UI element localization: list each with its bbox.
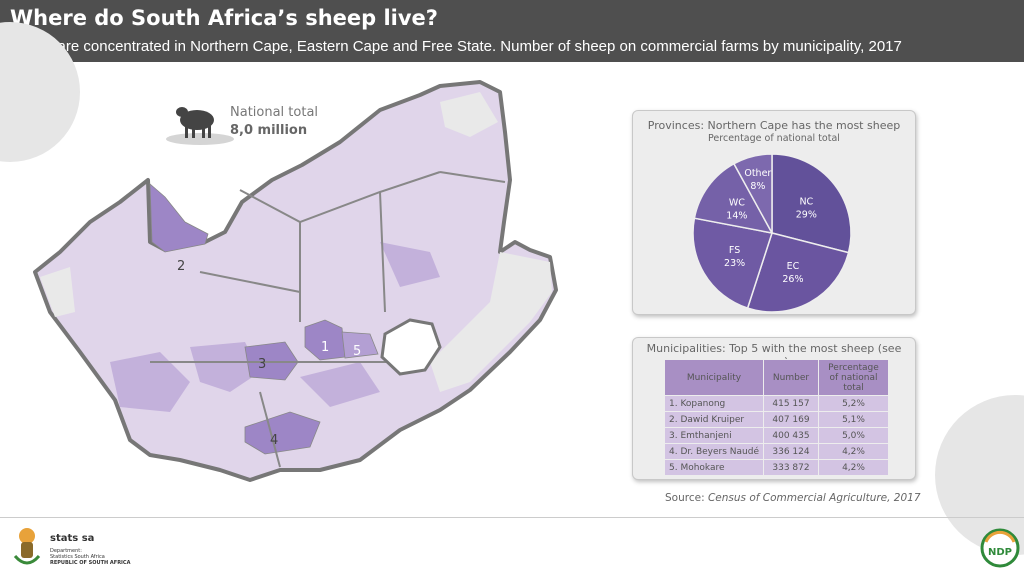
pie-slice-other (732, 153, 773, 234)
pie-label: FS (729, 245, 740, 256)
municipality-4 (244, 411, 321, 455)
table-cell: 5,2% (818, 395, 889, 412)
table-cell: 407 169 (763, 411, 819, 428)
pie-subtitle: Percentage of national total (708, 133, 840, 144)
table-cell: 2. Dawid Kruiper (664, 411, 764, 428)
municipalities-table-panel: Municipalities: Top 5 with the most shee… (632, 337, 916, 480)
table-cell: 5,0% (818, 427, 889, 444)
table-row: 2. Dawid Kruiper 407 169 5,1% (664, 411, 889, 428)
national-total-value: 8,0 million (230, 123, 308, 138)
map-label-3: 3 (258, 357, 266, 372)
table-cell: 4,2% (818, 459, 889, 476)
page-subtitle: Sheep are concentrated in Northern Cape,… (10, 38, 902, 55)
ndp-logo: NDP (980, 528, 1020, 568)
table-cell: 333 872 (763, 459, 819, 476)
pie-label: NC (799, 196, 813, 207)
map-label-4: 4 (270, 433, 278, 448)
pie-value: 23% (724, 258, 745, 269)
table-cell: 5. Mohokare (664, 459, 764, 476)
pie-value: 14% (726, 210, 747, 221)
pie-slice-fs (692, 217, 773, 310)
decorative-circle (935, 395, 1024, 555)
map-label-2: 2 (177, 259, 185, 274)
sheep-icon (176, 107, 214, 138)
header: Where do South Africa’s sheep live? Shee… (0, 0, 1024, 62)
table-row: 1. Kopanong 415 157 5,2% (664, 395, 889, 412)
source-title: Census of Commercial Agriculture, 2017 (707, 492, 921, 504)
department-text: Department: Statistics South Africa REPUBL… (50, 548, 131, 566)
table-cell: 3. Emthanjeni (664, 427, 764, 444)
table-cell: 5,1% (818, 411, 889, 428)
pie-slice-wc (693, 162, 774, 235)
source-note: Source: Census of Commercial Agriculture… (665, 492, 921, 504)
pie-label: Other (744, 168, 771, 179)
column-header: Number (763, 359, 819, 396)
national-total-label: National total (230, 105, 319, 120)
table-row: 3. Emthanjeni 400 435 5,0% (664, 427, 889, 444)
pie-label: EC (787, 261, 800, 272)
table-cell: 400 435 (763, 427, 819, 444)
municipality-2 (149, 183, 209, 253)
table-cell: 336 124 (763, 443, 819, 460)
ndp-text: NDP (988, 547, 1012, 558)
pie-chart: NC 29% EC 26% FS 23% WC 14% Other 8% (692, 153, 852, 313)
source-prefix: Source: (665, 492, 708, 504)
table-cell: 4. Dr. Beyers Naudé (664, 443, 764, 460)
table-cell: 4,2% (818, 443, 889, 460)
table-cell: 415 157 (763, 395, 819, 412)
column-header: Percentage of national total (818, 359, 889, 396)
stats-sa-logo: stats sa (50, 533, 95, 544)
pie-value: 29% (796, 209, 817, 220)
pie-value: 26% (782, 274, 803, 285)
coat-of-arms-logo (13, 528, 41, 565)
table-row: 4. Dr. Beyers Naudé 336 124 4,2% (664, 443, 889, 460)
provinces-pie-panel: Provinces: Northern Cape has the most sh… (632, 110, 916, 315)
south-africa-map: 2 1 5 3 4 (33, 80, 558, 482)
pie-value: 8% (750, 181, 765, 192)
footer-divider (0, 517, 1024, 518)
pie-title: Provinces: Northern Cape has the most sh… (647, 119, 901, 132)
map-label-1: 1 (321, 340, 329, 355)
page-title: Where do South Africa’s sheep live? (10, 6, 438, 30)
decorative-circle (0, 22, 80, 162)
map-label-5: 5 (353, 344, 361, 359)
column-header: Municipality (664, 359, 764, 396)
pie-label: WC (729, 197, 745, 208)
municipality-5 (341, 331, 379, 359)
pie-slice-nc (771, 153, 852, 254)
municipalities-table: Municipality Number Percentage of nation… (664, 359, 889, 476)
table-cell: 1. Kopanong (664, 395, 764, 412)
pie-slice-ec (746, 232, 850, 313)
table-row: 5. Mohokare 333 872 4,2% (664, 459, 889, 476)
